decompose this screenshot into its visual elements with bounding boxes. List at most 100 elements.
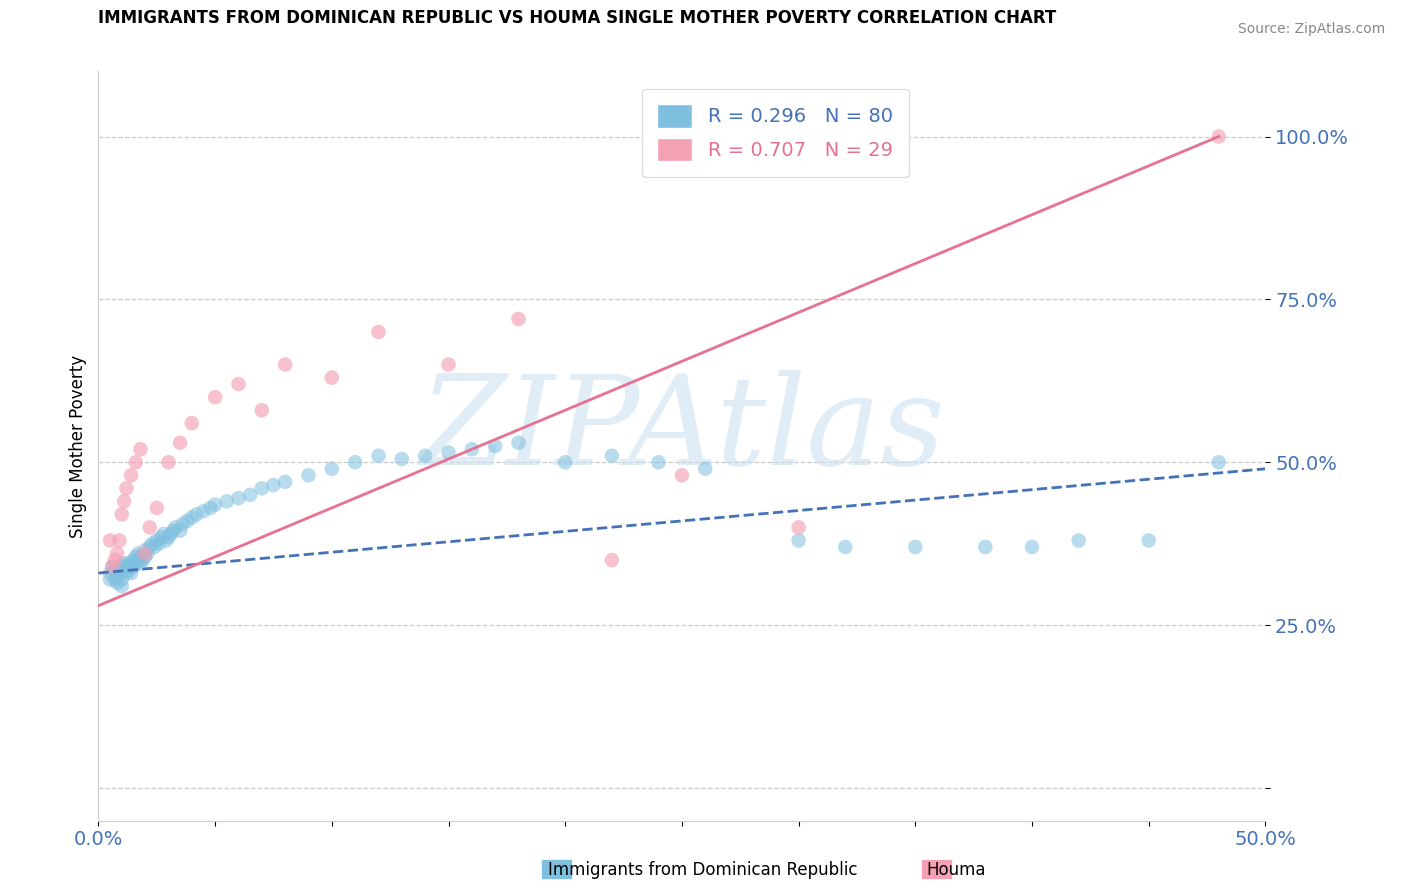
Point bbox=[321, 370, 343, 384]
Legend: R = 0.296   N = 80, R = 0.707   N = 29: R = 0.296 N = 80, R = 0.707 N = 29 bbox=[643, 88, 908, 177]
Point bbox=[108, 559, 131, 574]
Point bbox=[120, 468, 142, 483]
Point bbox=[129, 556, 152, 570]
Point bbox=[169, 435, 191, 450]
Point bbox=[132, 553, 155, 567]
Point bbox=[367, 449, 389, 463]
Point bbox=[111, 508, 134, 522]
Bar bbox=[541, 859, 572, 879]
Point bbox=[134, 543, 156, 558]
Point bbox=[695, 462, 717, 476]
Point bbox=[150, 530, 173, 544]
Point bbox=[104, 573, 127, 587]
Text: ZIPAtlas: ZIPAtlas bbox=[419, 370, 945, 491]
Point bbox=[321, 462, 343, 476]
Point bbox=[508, 312, 530, 326]
Point bbox=[1021, 540, 1043, 554]
Point bbox=[413, 449, 436, 463]
Point bbox=[228, 377, 250, 392]
Point bbox=[148, 537, 170, 551]
Point bbox=[122, 553, 145, 567]
Point bbox=[118, 563, 141, 577]
Point bbox=[101, 559, 124, 574]
Point bbox=[600, 449, 623, 463]
Point bbox=[127, 547, 149, 561]
Point bbox=[671, 468, 693, 483]
Point bbox=[159, 527, 181, 541]
Point bbox=[180, 416, 202, 430]
Point bbox=[105, 569, 128, 583]
Text: IMMIGRANTS FROM DOMINICAN REPUBLIC VS HOUMA SINGLE MOTHER POVERTY CORRELATION CH: IMMIGRANTS FROM DOMINICAN REPUBLIC VS HO… bbox=[98, 9, 1057, 27]
Point bbox=[600, 553, 623, 567]
Point bbox=[98, 566, 121, 580]
Point bbox=[143, 540, 166, 554]
Point bbox=[115, 566, 138, 580]
Point bbox=[162, 524, 184, 538]
Point bbox=[239, 488, 262, 502]
Point bbox=[125, 455, 148, 469]
Point bbox=[112, 559, 135, 574]
Point bbox=[118, 556, 141, 570]
Point bbox=[787, 520, 810, 534]
Point bbox=[104, 553, 127, 567]
Point bbox=[146, 500, 169, 515]
Point bbox=[129, 442, 152, 457]
Point bbox=[204, 498, 226, 512]
Point bbox=[111, 563, 134, 577]
Point bbox=[186, 508, 208, 522]
Point bbox=[508, 435, 530, 450]
Bar bbox=[921, 859, 952, 879]
Point bbox=[141, 537, 163, 551]
Point bbox=[105, 575, 128, 590]
Point bbox=[262, 478, 284, 492]
Point bbox=[1067, 533, 1090, 548]
Point bbox=[461, 442, 484, 457]
Point bbox=[437, 358, 460, 372]
Point bbox=[104, 563, 127, 577]
Point bbox=[1208, 455, 1230, 469]
Point bbox=[129, 549, 152, 564]
Point bbox=[115, 559, 138, 574]
Point bbox=[139, 520, 162, 534]
Point bbox=[146, 533, 169, 548]
Point bbox=[125, 549, 148, 564]
Point bbox=[344, 455, 367, 469]
Point bbox=[112, 556, 135, 570]
Point bbox=[112, 494, 135, 508]
Point bbox=[787, 533, 810, 548]
Point bbox=[139, 540, 162, 554]
Point bbox=[169, 524, 191, 538]
Point bbox=[134, 547, 156, 561]
Point bbox=[274, 358, 297, 372]
Point bbox=[215, 494, 238, 508]
Point bbox=[200, 500, 222, 515]
Point bbox=[180, 510, 202, 524]
Point bbox=[974, 540, 997, 554]
Point bbox=[111, 573, 134, 587]
Point bbox=[1137, 533, 1160, 548]
Point bbox=[125, 556, 148, 570]
Point bbox=[391, 452, 413, 467]
Point bbox=[484, 439, 506, 453]
Point bbox=[228, 491, 250, 505]
Point bbox=[122, 559, 145, 574]
Point bbox=[834, 540, 856, 554]
Text: Source: ZipAtlas.com: Source: ZipAtlas.com bbox=[1237, 22, 1385, 37]
Point bbox=[111, 579, 134, 593]
Point bbox=[157, 455, 180, 469]
Point bbox=[101, 559, 124, 574]
Point bbox=[120, 566, 142, 580]
Point bbox=[157, 530, 180, 544]
Point bbox=[274, 475, 297, 489]
Point bbox=[98, 533, 121, 548]
Point bbox=[115, 481, 138, 495]
Point bbox=[98, 573, 121, 587]
Point bbox=[250, 481, 273, 495]
Point bbox=[127, 553, 149, 567]
Point bbox=[136, 547, 159, 561]
Point bbox=[108, 566, 131, 580]
Point bbox=[176, 514, 198, 528]
Point bbox=[647, 455, 669, 469]
Point bbox=[367, 325, 389, 339]
Point bbox=[108, 533, 131, 548]
